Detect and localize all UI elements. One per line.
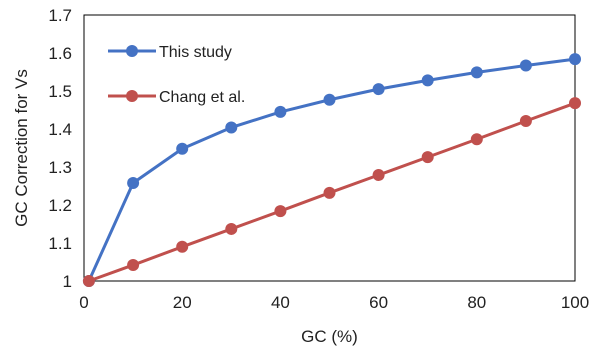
y-axis: 1 1.1 1.2 1.3 1.4 1.5 1.6 1.7 — [48, 6, 72, 291]
x-tick-label: 80 — [467, 293, 486, 312]
data-point — [519, 115, 532, 128]
legend-label: Chang et al. — [159, 89, 245, 106]
data-point — [127, 259, 140, 272]
legend-label: This study — [159, 44, 232, 61]
data-point — [176, 142, 189, 155]
legend: This study Chang et al. — [108, 44, 245, 106]
data-point — [323, 186, 336, 199]
data-point — [225, 121, 238, 134]
data-point — [82, 275, 95, 287]
data-point — [569, 97, 581, 110]
data-point — [470, 133, 483, 146]
x-axis: 0 20 40 60 80 100 — [79, 293, 589, 312]
data-point — [421, 74, 434, 87]
data-point — [176, 240, 189, 253]
y-tick-label: 1.1 — [48, 234, 72, 253]
data-point — [127, 176, 140, 189]
data-point — [225, 222, 238, 235]
data-point — [372, 168, 385, 181]
series-layer — [82, 53, 581, 287]
data-point — [519, 59, 532, 72]
legend-swatch-marker — [126, 90, 138, 102]
y-tick-label: 1.3 — [48, 158, 72, 177]
data-point — [323, 93, 336, 106]
legend-item: Chang et al. — [108, 89, 245, 106]
data-point — [372, 83, 385, 96]
y-tick-label: 1.5 — [48, 82, 72, 101]
x-tick-label: 20 — [173, 293, 192, 312]
x-tick-label: 100 — [561, 293, 589, 312]
y-tick-label: 1.4 — [48, 120, 72, 139]
y-tick-label: 1.2 — [48, 196, 72, 215]
data-point — [421, 151, 434, 164]
legend-swatch-marker — [126, 45, 138, 57]
legend-item: This study — [108, 44, 232, 61]
y-tick-label: 1 — [63, 272, 72, 291]
data-point — [274, 205, 287, 218]
x-tick-label: 60 — [369, 293, 388, 312]
y-tick-label: 1.7 — [48, 6, 72, 25]
y-tick-label: 1.6 — [48, 44, 72, 63]
plot-area — [83, 14, 576, 282]
data-point — [470, 66, 483, 79]
y-axis-title: GC Correction for Vs — [12, 69, 31, 227]
data-point — [274, 105, 287, 118]
series-1 — [82, 53, 581, 287]
data-point — [569, 53, 581, 66]
series-2 — [82, 97, 581, 287]
x-tick-label: 40 — [271, 293, 290, 312]
x-axis-title: GC (%) — [301, 327, 358, 346]
x-tick-label: 0 — [79, 293, 88, 312]
